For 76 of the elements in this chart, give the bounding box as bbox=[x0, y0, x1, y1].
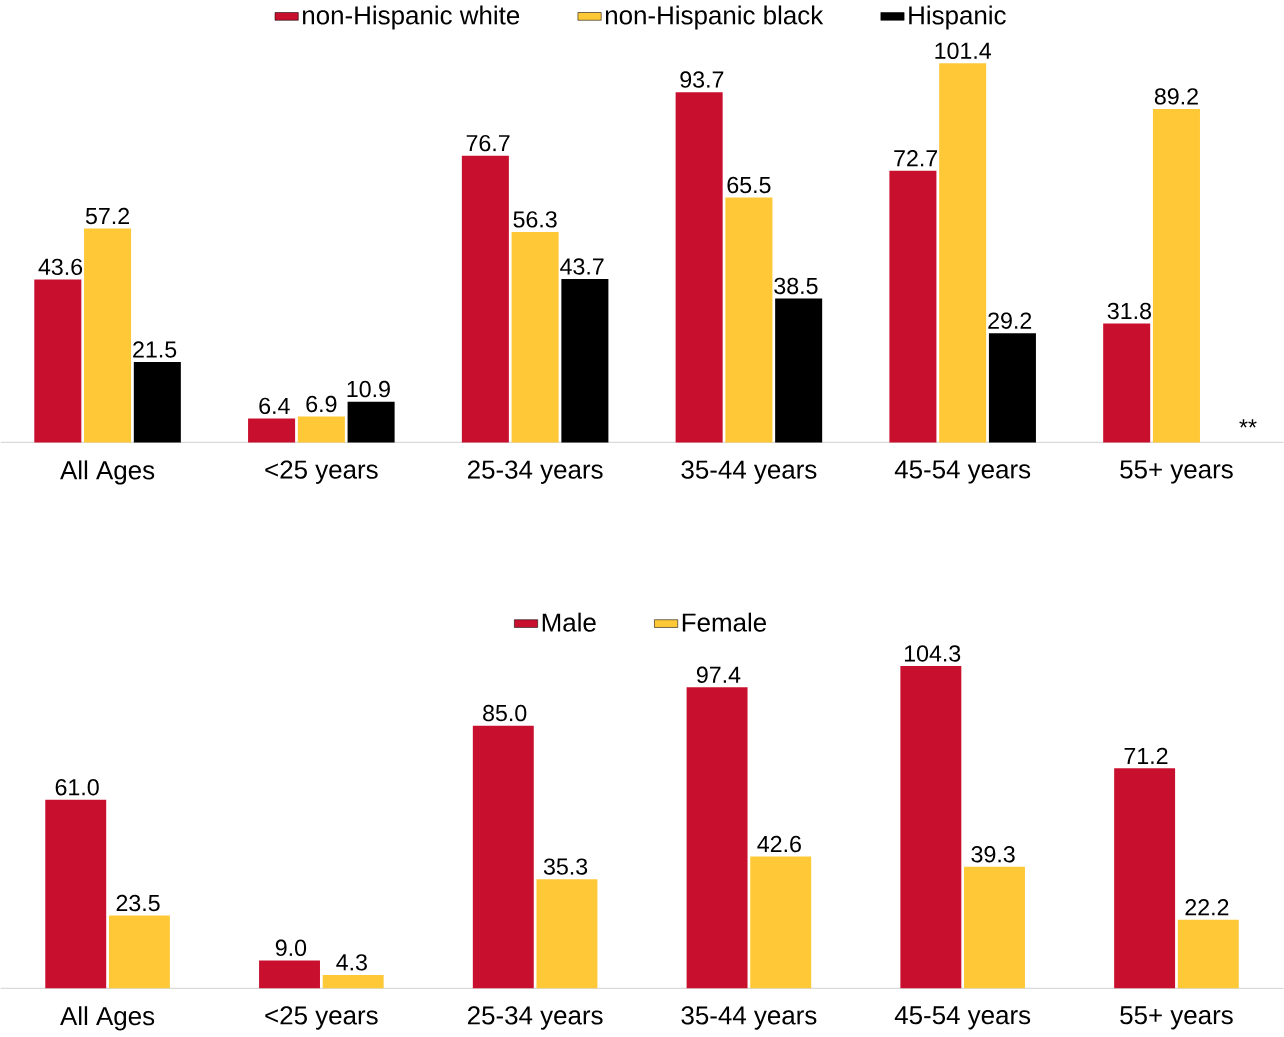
bar bbox=[34, 279, 82, 443]
bar bbox=[939, 63, 987, 443]
legend-label: non-Hispanic black bbox=[605, 5, 824, 30]
bar bbox=[472, 725, 534, 989]
bar bbox=[259, 960, 320, 989]
data-label: 39.3 bbox=[971, 845, 1015, 863]
bar bbox=[297, 416, 345, 443]
data-label: 4.3 bbox=[336, 954, 367, 971]
bar bbox=[725, 197, 773, 443]
bar bbox=[248, 418, 296, 443]
bar bbox=[988, 333, 1036, 443]
data-label: 23.5 bbox=[116, 894, 160, 912]
bar bbox=[561, 278, 609, 443]
x-tick-label: 25-34 years bbox=[467, 1006, 603, 1030]
x-tick-label: 45-54 years bbox=[894, 1006, 1031, 1030]
bar bbox=[775, 298, 823, 443]
bar bbox=[108, 915, 170, 989]
bar bbox=[1103, 323, 1151, 443]
legend-label: Male bbox=[542, 612, 596, 632]
bar bbox=[889, 170, 937, 443]
bar bbox=[1114, 768, 1176, 989]
bar bbox=[84, 228, 132, 443]
bar bbox=[536, 879, 598, 989]
bar bbox=[45, 799, 107, 989]
bar bbox=[675, 92, 723, 443]
data-label: 29.2 bbox=[988, 312, 1032, 329]
data-label: 101.4 bbox=[935, 42, 992, 59]
data-label: 38.5 bbox=[774, 277, 818, 295]
x-tick-label: 55+ years bbox=[1120, 1006, 1233, 1030]
data-label: 42.6 bbox=[757, 835, 801, 853]
x-tick-label: All Ages bbox=[60, 460, 155, 485]
data-label: 76.7 bbox=[466, 134, 510, 152]
data-label: 6.4 bbox=[259, 397, 290, 415]
bar bbox=[750, 856, 812, 989]
bar bbox=[1152, 108, 1200, 443]
bar bbox=[900, 665, 962, 989]
data-label: 97.4 bbox=[696, 666, 741, 683]
x-tick-label: All Ages bbox=[60, 1006, 155, 1031]
annotation: ** bbox=[1239, 419, 1257, 428]
x-tick-label: 35-44 years bbox=[681, 1006, 817, 1030]
data-label: 104.3 bbox=[904, 645, 961, 662]
data-label: 85.0 bbox=[483, 704, 527, 722]
legend-label: non-Hispanic white bbox=[303, 5, 520, 30]
data-label: 57.2 bbox=[85, 207, 129, 225]
data-label: 56.3 bbox=[513, 211, 557, 228]
bar bbox=[1177, 919, 1239, 989]
bar bbox=[511, 231, 559, 443]
data-label: 22.2 bbox=[1185, 898, 1229, 916]
data-label: 93.7 bbox=[680, 71, 724, 88]
data-label: 10.9 bbox=[347, 380, 390, 398]
legend-label: Hispanic bbox=[909, 5, 1006, 30]
data-label: 89.2 bbox=[1154, 88, 1198, 105]
bar bbox=[133, 361, 181, 443]
data-label: 21.5 bbox=[133, 341, 177, 358]
data-label: 72.7 bbox=[894, 149, 938, 167]
data-label: 31.8 bbox=[1107, 302, 1151, 320]
x-tick-label: 25-34 years bbox=[467, 460, 603, 484]
data-label: 43.7 bbox=[560, 258, 604, 275]
data-label: 61.0 bbox=[55, 778, 99, 796]
data-label: 65.5 bbox=[727, 176, 771, 194]
data-label: 6.9 bbox=[306, 395, 337, 413]
legend-label: Female bbox=[682, 612, 767, 632]
bar bbox=[322, 974, 384, 989]
data-label: 71.2 bbox=[1124, 747, 1168, 764]
data-label: 9.0 bbox=[275, 939, 307, 956]
data-label: 35.3 bbox=[543, 858, 588, 875]
bar bbox=[964, 866, 1025, 989]
x-tick-label: <25 years bbox=[265, 1006, 378, 1030]
data-label: 43.6 bbox=[38, 258, 83, 275]
bar bbox=[347, 401, 395, 443]
bar bbox=[461, 155, 509, 443]
bar bbox=[686, 687, 748, 989]
x-tick-label: 55+ years bbox=[1120, 460, 1233, 484]
x-tick-label: <25 years bbox=[265, 460, 378, 484]
x-tick-label: 35-44 years bbox=[681, 460, 817, 484]
x-tick-label: 45-54 years bbox=[894, 460, 1031, 484]
